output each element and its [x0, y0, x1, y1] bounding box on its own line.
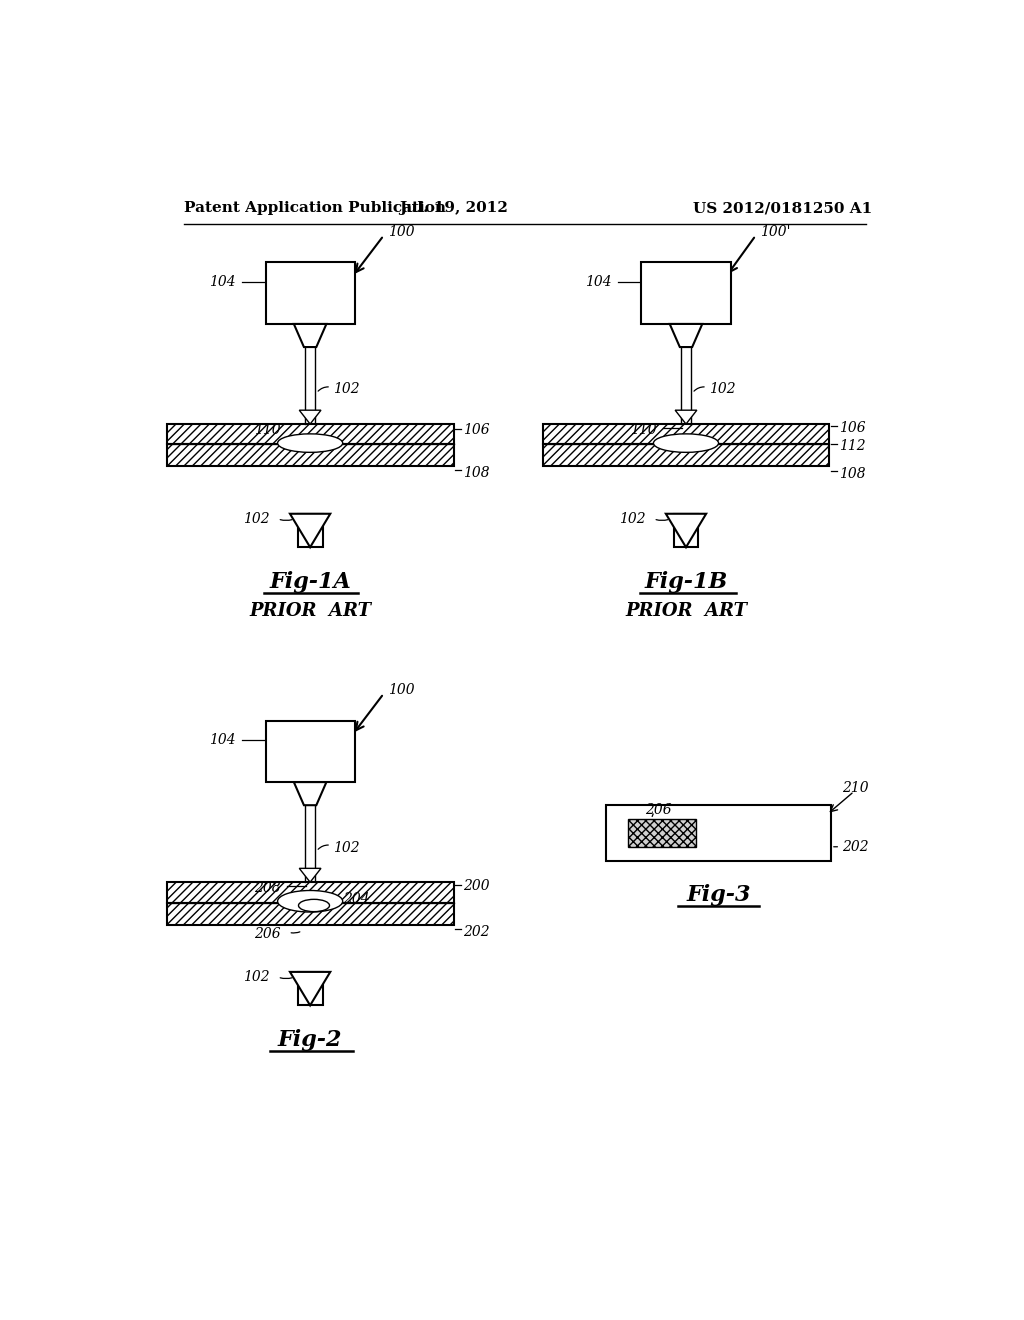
Text: 102: 102: [620, 512, 646, 525]
Text: 110: 110: [254, 424, 281, 437]
Text: Jul. 19, 2012: Jul. 19, 2012: [399, 202, 508, 215]
Text: 102: 102: [244, 512, 270, 525]
Bar: [298, 972, 323, 1006]
Text: Patent Application Publication: Patent Application Publication: [183, 202, 445, 215]
Polygon shape: [666, 513, 707, 548]
Bar: [543, 424, 829, 445]
Text: 110: 110: [630, 424, 656, 437]
Text: 206: 206: [645, 803, 672, 817]
Text: PRIOR  ART: PRIOR ART: [249, 602, 371, 620]
Ellipse shape: [278, 891, 343, 912]
Text: 100: 100: [388, 682, 415, 697]
Text: Fig-1B: Fig-1B: [644, 572, 728, 593]
Text: Fig-1A: Fig-1A: [269, 572, 351, 593]
Bar: [606, 805, 830, 861]
Ellipse shape: [278, 434, 343, 453]
Text: Fig-3: Fig-3: [686, 884, 751, 907]
Text: 106: 106: [463, 424, 489, 437]
Text: 104: 104: [210, 275, 237, 289]
Text: 202: 202: [843, 840, 869, 854]
Bar: [628, 818, 696, 847]
Ellipse shape: [299, 899, 330, 912]
Bar: [167, 903, 454, 924]
Polygon shape: [675, 411, 697, 424]
Bar: [167, 445, 454, 466]
Text: 102: 102: [710, 383, 736, 396]
Text: 102: 102: [334, 841, 360, 854]
Polygon shape: [299, 869, 321, 882]
Bar: [167, 424, 454, 445]
Bar: [641, 263, 730, 323]
Bar: [543, 445, 829, 466]
Bar: [265, 263, 354, 323]
Text: 102: 102: [244, 970, 270, 983]
Polygon shape: [299, 411, 321, 424]
Text: US 2012/0181250 A1: US 2012/0181250 A1: [693, 202, 872, 215]
Text: PRIOR  ART: PRIOR ART: [625, 602, 746, 620]
Bar: [298, 513, 323, 548]
Text: 104: 104: [210, 733, 237, 747]
Polygon shape: [294, 323, 327, 347]
Text: 104: 104: [586, 275, 612, 289]
Text: 200: 200: [463, 879, 489, 894]
Text: 102: 102: [334, 383, 360, 396]
Text: 210: 210: [843, 781, 869, 795]
Text: 204: 204: [343, 892, 370, 906]
Text: 108: 108: [839, 467, 865, 480]
Bar: [674, 513, 698, 548]
Text: 202: 202: [463, 925, 489, 940]
Text: 206: 206: [254, 927, 281, 941]
Polygon shape: [290, 513, 331, 548]
Bar: [265, 721, 354, 781]
Ellipse shape: [653, 434, 719, 453]
Polygon shape: [294, 781, 327, 805]
Text: 108: 108: [463, 466, 489, 479]
Text: Fig-2: Fig-2: [278, 1030, 342, 1051]
Text: 112: 112: [839, 440, 865, 453]
Text: 100': 100': [760, 224, 791, 239]
Text: 106: 106: [839, 421, 865, 434]
Text: 100: 100: [388, 224, 415, 239]
Polygon shape: [670, 323, 702, 347]
Text: 208: 208: [254, 882, 281, 895]
Polygon shape: [290, 972, 331, 1006]
Bar: [167, 882, 454, 903]
